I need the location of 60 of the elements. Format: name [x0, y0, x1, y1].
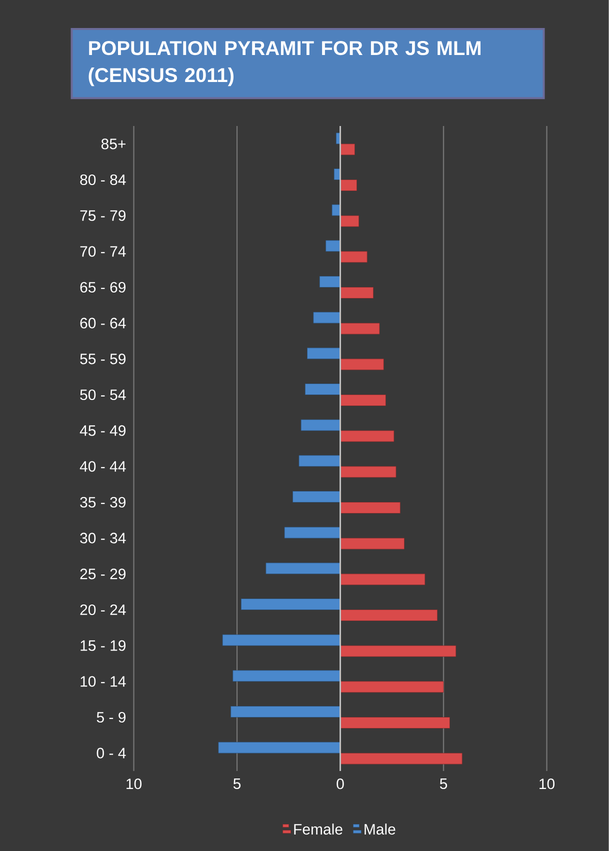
bar	[340, 251, 368, 263]
bar	[298, 455, 341, 467]
y-tick-label: 30 - 34	[80, 532, 126, 544]
y-tick-label: 5 - 9	[96, 712, 126, 723]
bar	[232, 670, 341, 682]
y-tick-label: 15 - 19	[80, 640, 126, 651]
bar	[340, 681, 444, 693]
bar	[340, 144, 356, 156]
y-tick-label: 0 - 4	[96, 748, 126, 758]
bar	[230, 706, 341, 718]
legend-label: Female	[294, 824, 342, 835]
y-tick-label: 35 - 39	[80, 496, 126, 508]
bar	[300, 419, 341, 431]
legend-label: Male	[364, 824, 396, 835]
bar	[266, 562, 341, 574]
chart-title: POPULATION PYRAMIT FOR DR JS MLM (CENSUS 2011)	[88, 41, 481, 86]
bar	[340, 610, 438, 621]
bar	[340, 574, 426, 586]
y-tick-label: 40 - 44	[80, 461, 126, 472]
bar	[305, 384, 341, 395]
y-tick-label: 20 - 24	[80, 604, 126, 616]
bar	[340, 358, 384, 370]
x-tick-label: 5	[234, 778, 241, 789]
x-tick-label: 10	[126, 778, 142, 790]
y-tick-label: 45 - 49	[80, 425, 126, 436]
bar	[292, 491, 341, 502]
bar	[241, 598, 341, 610]
bar	[326, 240, 341, 252]
bar	[340, 394, 386, 406]
y-tick-label: 85+	[102, 138, 126, 150]
y-tick-label: 55 - 59	[80, 354, 126, 364]
bar	[340, 645, 456, 657]
bar	[340, 752, 462, 764]
x-tick-label: 0	[336, 778, 344, 790]
bar	[340, 287, 374, 298]
bar	[340, 215, 360, 227]
x-tick-label: 10	[540, 778, 555, 790]
bar	[340, 502, 400, 514]
y-tick-label: 60 - 64	[80, 318, 126, 328]
x-tick-label: 5	[440, 778, 448, 789]
y-tick-label: 25 - 29	[80, 568, 126, 580]
bar	[340, 717, 450, 728]
y-tick-label: 75 - 79	[80, 210, 126, 221]
bar	[340, 538, 405, 550]
y-tick-label: 65 - 69	[80, 282, 126, 293]
bar	[222, 634, 341, 646]
bar	[284, 526, 341, 538]
bar	[313, 312, 341, 324]
bar	[332, 204, 341, 216]
y-tick-label: 10 - 14	[80, 676, 126, 687]
bar	[307, 348, 341, 360]
bar	[340, 466, 396, 478]
y-tick-label: 70 - 74	[80, 246, 126, 257]
y-tick-label: 50 - 54	[80, 389, 126, 400]
bar	[320, 276, 341, 288]
y-tick-label: 80 - 84	[80, 174, 126, 186]
bar	[218, 742, 341, 754]
bar	[340, 430, 394, 442]
bar	[340, 322, 380, 334]
bar	[340, 180, 358, 191]
